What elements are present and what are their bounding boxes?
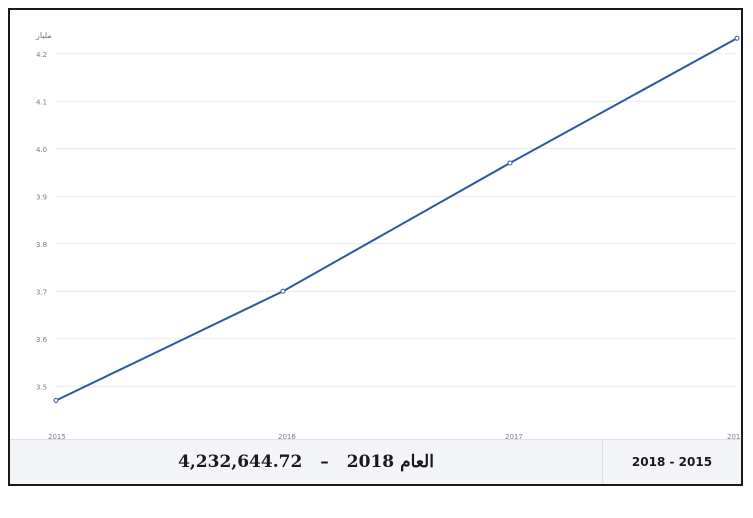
summary-year-label: العام bbox=[400, 452, 434, 472]
data-point[interactable] bbox=[507, 160, 513, 166]
year-range-label: 2018 - 2015 bbox=[631, 455, 713, 469]
y-tick-label: 3.9 bbox=[36, 193, 47, 201]
x-tick-label: 2017 bbox=[505, 433, 523, 440]
y-tick-label: 3.8 bbox=[36, 241, 47, 249]
y-tick-label: 4.1 bbox=[36, 98, 47, 106]
series-layer bbox=[53, 35, 740, 403]
x-axis-ticks: 2015 2016 2017 2018 bbox=[48, 433, 741, 440]
x-tick-label: 2016 bbox=[278, 433, 296, 440]
y-tick-label: 4.0 bbox=[36, 146, 47, 154]
chart-frame: 3.5 3.6 3.7 3.8 3.9 4.0 4.1 4.2 2015 2016 2017 201… bbox=[8, 8, 743, 486]
series-line bbox=[55, 37, 738, 402]
year-range-selector[interactable]: 2018 - 2015 bbox=[602, 440, 741, 484]
y-tick-label: 3.5 bbox=[36, 383, 47, 391]
summary-value-panel: 4,232,644.72 – 2018 العام bbox=[10, 440, 602, 484]
y-tick-label: 3.7 bbox=[36, 288, 47, 296]
summary-value: 4,232,644.72 bbox=[178, 452, 303, 472]
y-axis-ticks: 3.5 3.6 3.7 3.8 3.9 4.0 4.1 4.2 bbox=[36, 51, 48, 392]
data-point[interactable] bbox=[53, 398, 59, 403]
x-tick-label: 2015 bbox=[48, 433, 66, 440]
y-tick-label: 3.6 bbox=[36, 336, 48, 344]
data-point[interactable] bbox=[734, 35, 740, 41]
summary-footer: 4,232,644.72 – 2018 العام 2018 - 2015 bbox=[10, 439, 741, 484]
y-tick-label: 4.2 bbox=[36, 51, 47, 59]
summary-year: 2018 bbox=[346, 452, 395, 472]
x-tick-label: 2018 bbox=[727, 433, 741, 440]
grid-lines bbox=[56, 53, 737, 387]
data-point[interactable] bbox=[280, 288, 286, 294]
summary-separator: – bbox=[320, 452, 329, 472]
line-chart: 3.53.63.73.83.94.04.14.2 2015 2016 2017 201… bbox=[35, 31, 741, 440]
y-axis-label: مليار bbox=[35, 31, 52, 40]
